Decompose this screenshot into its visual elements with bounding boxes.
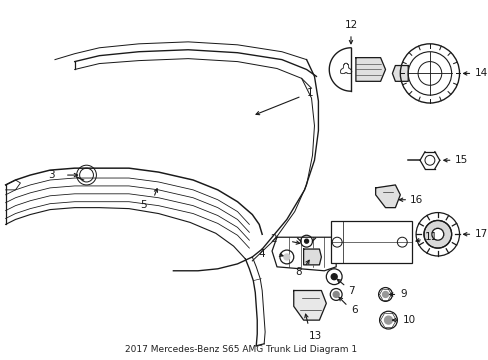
Text: 7: 7	[347, 285, 354, 296]
Text: 2: 2	[270, 234, 276, 244]
Polygon shape	[303, 249, 321, 265]
Polygon shape	[423, 220, 451, 248]
Text: 10: 10	[403, 315, 416, 325]
Text: 1: 1	[306, 88, 313, 98]
Text: 3: 3	[48, 170, 55, 180]
Text: 9: 9	[400, 289, 406, 300]
Polygon shape	[293, 291, 325, 320]
Text: 15: 15	[454, 155, 467, 165]
Text: 8: 8	[294, 267, 301, 277]
Circle shape	[384, 316, 392, 324]
Text: 13: 13	[308, 331, 321, 341]
Polygon shape	[355, 58, 385, 81]
Circle shape	[284, 254, 289, 260]
Text: 16: 16	[409, 195, 423, 205]
Circle shape	[382, 292, 387, 297]
Text: 14: 14	[473, 68, 487, 78]
Polygon shape	[392, 66, 407, 81]
Text: 5: 5	[140, 200, 146, 210]
Text: 6: 6	[350, 305, 357, 315]
Text: 12: 12	[344, 20, 357, 30]
Circle shape	[304, 239, 308, 243]
Circle shape	[431, 228, 443, 240]
Polygon shape	[375, 185, 400, 208]
Text: 4: 4	[258, 249, 264, 259]
Text: 11: 11	[424, 232, 437, 242]
Circle shape	[330, 274, 337, 280]
Circle shape	[332, 292, 339, 297]
Text: 17: 17	[473, 229, 487, 239]
Text: 2017 Mercedes-Benz S65 AMG Trunk Lid Diagram 1: 2017 Mercedes-Benz S65 AMG Trunk Lid Dia…	[125, 345, 357, 354]
FancyBboxPatch shape	[330, 221, 411, 263]
